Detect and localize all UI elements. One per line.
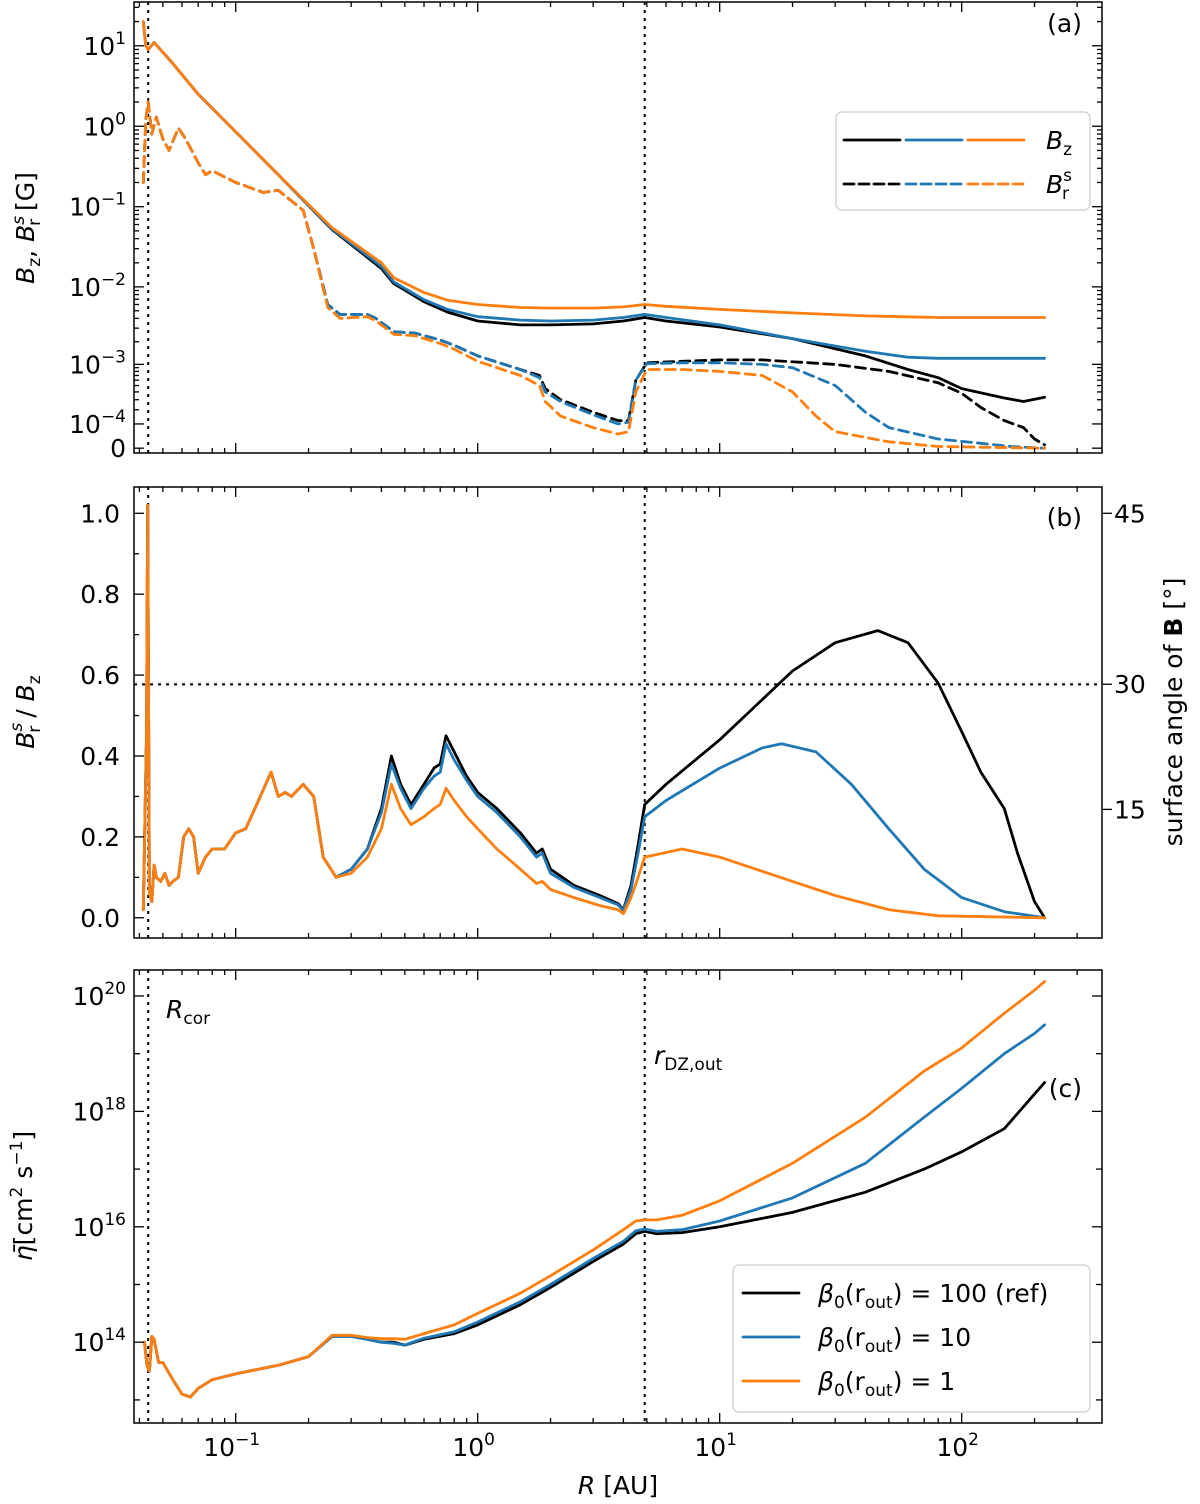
panel-a-y-ticks: 101 100 10−1 10−2 10−3 10−40 — [69, 6, 1102, 463]
a-y-tick-label: 0 — [110, 434, 126, 463]
x-tick-label: 101 — [694, 1430, 737, 1462]
panel-c-x-ticks — [138, 970, 1078, 1423]
panel-a-curves — [141, 20, 1046, 450]
a-y-tick-label: 10−1 — [69, 190, 126, 222]
b-y-tick-label: 0.8 — [80, 580, 120, 609]
a-y-tick-label: 100 — [83, 109, 126, 141]
b-right-tick-label: 15 — [1114, 795, 1146, 824]
rcor-annotation: Rcor — [166, 995, 210, 1029]
panel-c-y-ticks: 1014 1016 1018 1020 — [73, 979, 1102, 1401]
panel-b-right-ticks: 15 30 45 — [1102, 499, 1146, 824]
panel-a-ylabel: Bz, Bsr [G] — [9, 172, 45, 284]
curve-b-b10 — [141, 503, 1046, 920]
c-y-tick-label: 1014 — [73, 1325, 126, 1357]
panel-c-legend: β0(rout) = 100 (ref) β0(rout) = 10 β0(ro… — [732, 1264, 1091, 1413]
panel-a-legend: Bz Bs r — [835, 111, 1091, 211]
x-axis-label: R [AU] — [578, 1471, 658, 1500]
panel-c-ylabel: η̄[cm2 s−1] — [7, 1131, 38, 1261]
panel-a-legend-box — [835, 111, 1091, 211]
x-tick-labels: 10−1 100 101 102 — [203, 1430, 979, 1462]
a-y-tick-label: 10−4 — [69, 407, 126, 439]
curve-b-b1 — [141, 503, 1046, 920]
panel-c-diffusivity: 1014 1016 1018 1020 (c) Rcor rDZ,out η̄[cm2… — [7, 969, 1103, 1424]
b-y-tick-label: 0.4 — [80, 742, 120, 771]
b-y-tick-label: 0.0 — [80, 904, 120, 933]
a-y-tick-label: 101 — [83, 29, 126, 61]
c-y-tick-label: 1016 — [73, 1210, 126, 1242]
panel-b-curves — [141, 503, 1046, 920]
c-y-tick-label: 1018 — [73, 1094, 126, 1126]
panel-b-field-ratio: 0.0 0.2 0.4 0.6 0.8 1.0 15 30 45 (b) Bsr / Bz s… — [7, 486, 1188, 939]
b-y-tick-label: 1.0 — [80, 499, 120, 528]
x-tick-label: 10−1 — [203, 1430, 260, 1462]
panel-a-frame — [133, 1, 1103, 454]
x-tick-label: 102 — [936, 1430, 979, 1462]
b-right-tick-label: 45 — [1114, 499, 1146, 528]
curve-a-b1 — [141, 20, 1046, 319]
curve-a-br-b1 — [141, 100, 1046, 450]
panel-b-right-label: surface angle of B [°] — [1159, 578, 1188, 847]
legend-b10-label: β0(rout) = 10 — [817, 1323, 971, 1357]
panel-a-x-ticks — [138, 2, 1078, 453]
legend-ref-label: β0(rout) = 100 (ref) — [817, 1279, 1048, 1313]
curve-a-ref — [141, 20, 1046, 403]
curve-c-b1 — [143, 980, 1046, 1399]
legend-b1-label: β0(rout) = 1 — [817, 1367, 955, 1401]
panel-b-y-ticks: 0.0 0.2 0.4 0.6 0.8 1.0 — [80, 499, 144, 933]
panel-a-tag: (a) — [1047, 9, 1082, 38]
a-y-tick-label: 10−2 — [69, 270, 126, 302]
a-y-tick-label: 10−3 — [69, 347, 126, 379]
legend-br-label: Bs r — [1046, 166, 1072, 204]
panel-c-curves — [143, 980, 1046, 1399]
panel-b-tag: (b) — [1047, 503, 1082, 532]
panel-c-tag: (c) — [1049, 1074, 1082, 1103]
c-y-tick-label: 1020 — [73, 979, 126, 1011]
panel-b-frame — [133, 486, 1103, 939]
curve-b-ref — [141, 503, 1046, 920]
rdz-out-annotation: rDZ,out — [654, 1041, 723, 1075]
panel-c-legend-box — [732, 1264, 1091, 1413]
panel-c-frame — [133, 969, 1103, 1424]
legend-bz-label: Bz — [1046, 126, 1072, 160]
b-right-tick-label: 30 — [1114, 670, 1146, 699]
b-y-tick-label: 0.6 — [80, 661, 120, 690]
panel-b-x-ticks — [138, 487, 1078, 938]
x-tick-label: 100 — [452, 1430, 495, 1462]
b-y-tick-label: 0.2 — [80, 823, 120, 852]
panel-b-ylabel: Bsr / Bz — [7, 675, 45, 749]
